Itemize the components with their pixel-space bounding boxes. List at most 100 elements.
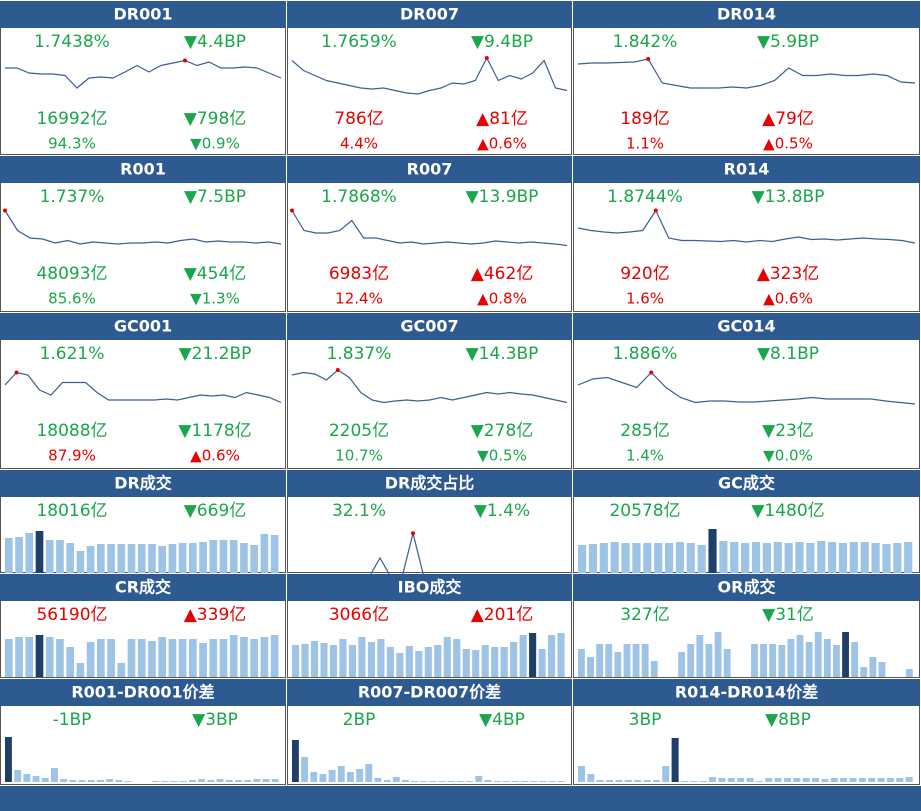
bar xyxy=(229,540,238,573)
bar xyxy=(860,667,868,677)
bar xyxy=(769,644,777,677)
bar xyxy=(328,770,336,782)
stat: ▲0.5% xyxy=(763,135,813,153)
bar xyxy=(292,740,299,782)
bar xyxy=(606,780,614,782)
bar xyxy=(209,540,218,573)
bar xyxy=(814,632,822,677)
bar xyxy=(219,540,228,573)
bar xyxy=(860,542,869,573)
stat: ▲323亿 xyxy=(757,264,820,284)
bar xyxy=(686,543,695,573)
stat: ▲81亿 xyxy=(476,109,528,129)
bar xyxy=(746,778,754,782)
stat: ▼1178亿 xyxy=(178,421,251,441)
panel-header xyxy=(573,313,920,340)
stat: ▼1480亿 xyxy=(751,501,824,521)
bar xyxy=(510,642,518,677)
sparkline xyxy=(291,56,568,95)
stat: ▼278亿 xyxy=(471,421,534,441)
bar xyxy=(66,647,74,677)
panel-header xyxy=(0,1,286,28)
stat: 1.7438% xyxy=(34,32,110,52)
bar xyxy=(643,543,652,573)
panel-header xyxy=(573,470,920,497)
bar xyxy=(106,779,114,782)
bar xyxy=(32,776,40,782)
bar xyxy=(199,542,207,573)
bar xyxy=(481,645,489,677)
stat: 32.1% xyxy=(332,501,386,521)
bar xyxy=(793,778,801,782)
stat: ▼0.0% xyxy=(763,447,813,465)
bar xyxy=(216,779,224,782)
sparkline xyxy=(577,58,916,89)
bar xyxy=(737,778,745,782)
stat: ▲0.6% xyxy=(190,447,240,465)
bar xyxy=(152,781,160,782)
bar xyxy=(634,780,642,782)
bar xyxy=(778,645,786,677)
bar xyxy=(178,639,187,677)
bar xyxy=(124,781,132,782)
bar xyxy=(377,639,385,677)
bar xyxy=(462,649,470,677)
stat: ▲201亿 xyxy=(471,605,534,625)
bar xyxy=(475,776,483,782)
panel-header xyxy=(287,1,572,28)
panel-title: R007-DR007价差 xyxy=(358,683,501,702)
bar xyxy=(530,781,538,782)
bar xyxy=(886,778,894,782)
stat: ▼0.9% xyxy=(190,135,240,153)
bar xyxy=(87,780,95,782)
bar xyxy=(730,542,739,573)
bar xyxy=(15,637,23,677)
bar xyxy=(260,637,269,677)
bar xyxy=(14,770,22,782)
stat: ▲0.6% xyxy=(763,290,813,308)
bar xyxy=(115,780,123,782)
stat: 1.1% xyxy=(626,135,664,153)
stat: 2205亿 xyxy=(329,421,389,441)
panel-header xyxy=(0,574,286,601)
bar xyxy=(548,635,556,677)
bar xyxy=(438,781,446,782)
stat: 920亿 xyxy=(620,264,669,284)
bar xyxy=(621,543,630,573)
bar xyxy=(86,546,95,573)
bar xyxy=(25,533,34,573)
bar xyxy=(270,535,279,573)
bar xyxy=(472,650,480,677)
bar xyxy=(709,777,717,782)
bar xyxy=(402,780,409,782)
bar xyxy=(69,780,77,782)
peak-dot xyxy=(183,58,187,63)
bar xyxy=(45,540,54,573)
bar xyxy=(45,637,54,677)
bar xyxy=(107,544,115,573)
bar xyxy=(548,781,556,782)
bar xyxy=(415,651,423,677)
bar xyxy=(493,781,501,782)
bar xyxy=(161,781,169,782)
bar xyxy=(117,544,126,573)
bar xyxy=(696,635,704,677)
stat: ▼13.9BP xyxy=(466,187,539,207)
stat: ▼3BP xyxy=(192,710,238,730)
bar xyxy=(708,529,717,573)
bar xyxy=(240,637,248,677)
bar xyxy=(235,780,242,782)
bar xyxy=(578,649,585,677)
bar xyxy=(796,635,804,677)
bar xyxy=(539,781,547,782)
panel-title: DR014 xyxy=(717,5,776,24)
panel-header xyxy=(287,574,572,601)
stat: 10.7% xyxy=(335,447,383,465)
bar xyxy=(641,644,649,677)
panel-title: R014 xyxy=(724,160,770,179)
peak-dot xyxy=(14,370,19,375)
bar xyxy=(755,781,763,782)
stat: 48093亿 xyxy=(36,264,107,284)
bar xyxy=(671,738,679,782)
bar xyxy=(877,778,885,782)
